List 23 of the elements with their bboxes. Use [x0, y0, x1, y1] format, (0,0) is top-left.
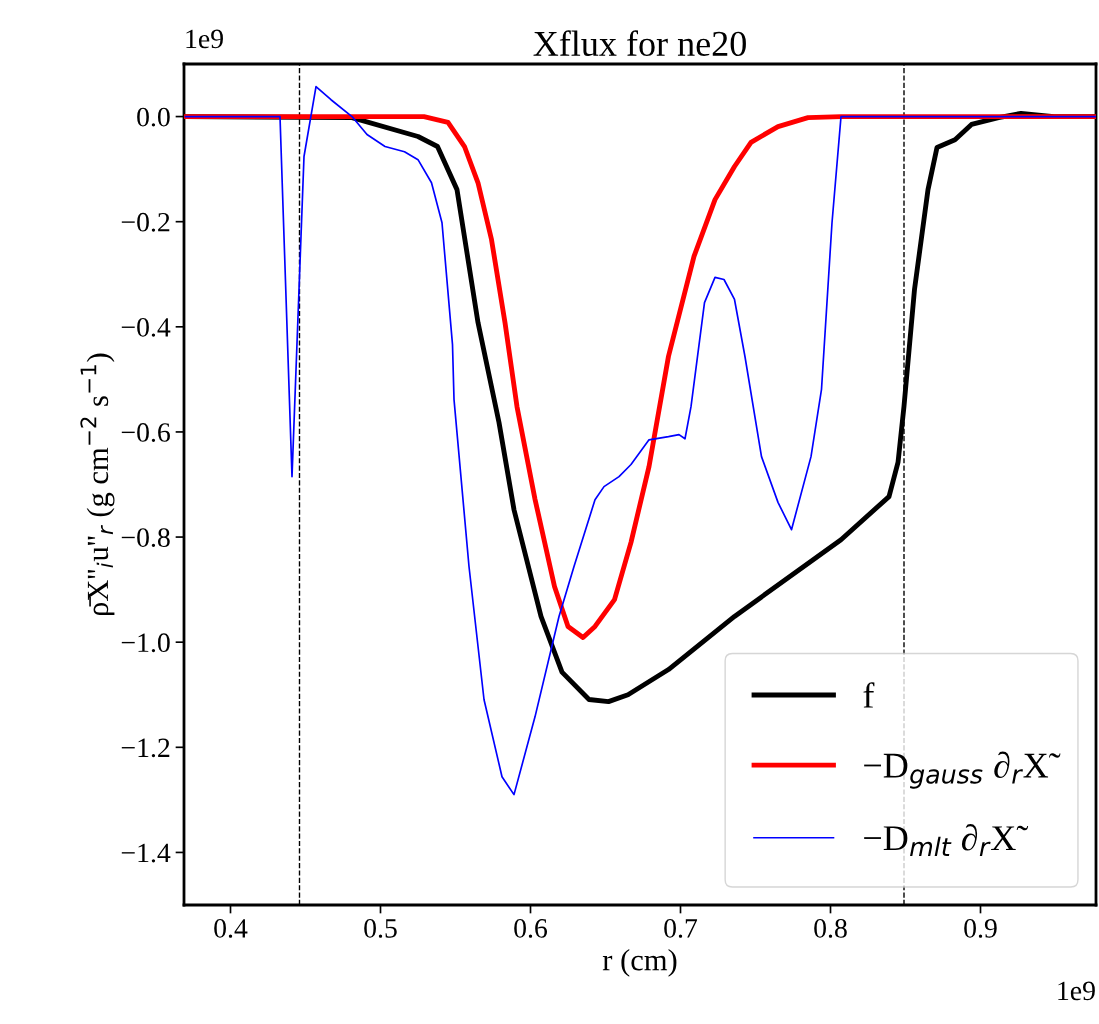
- x-tick-label: 0.9: [964, 919, 997, 938]
- y-tick-label: −0.8: [121, 528, 170, 548]
- x-tick-label: 0.4: [214, 919, 248, 938]
- x-tick-label: 0.7: [664, 919, 698, 938]
- x-tick-label: 0.5: [364, 919, 397, 938]
- text: 1e9: [186, 29, 223, 49]
- y-tick-label: −0.2: [121, 212, 170, 232]
- legend-label: f: [863, 682, 875, 708]
- x-axis-title: r (cm): [602, 948, 677, 977]
- text: ρ̄X''$_{i}$u''$_{r}$ (g cm$^{−2}$ s$^{−1}$): [80, 353, 115, 615]
- chart-title: Xflux for ne20: [533, 30, 746, 57]
- x-tick-label: 0.8: [814, 919, 847, 938]
- text: 1e9: [1058, 981, 1095, 1001]
- y-tick-label: −0.4: [121, 317, 171, 337]
- line-series: [184, 85, 1096, 796]
- legend-label: −D$_{mlt}$ ∂$_{r}$X̃: [864, 824, 1029, 856]
- y-tick-label: 0.0: [137, 107, 170, 127]
- legend-label: −D$_{gauss}$ ∂$_{r}$X̃: [864, 751, 1061, 789]
- y-tick-label: −1.2: [121, 738, 170, 758]
- y-tick-label: −1.0: [121, 633, 170, 653]
- y-tick-label: −0.6: [121, 423, 170, 442]
- y-tick-label: −1.4: [121, 843, 171, 863]
- x-tick-label: 0.6: [514, 919, 548, 938]
